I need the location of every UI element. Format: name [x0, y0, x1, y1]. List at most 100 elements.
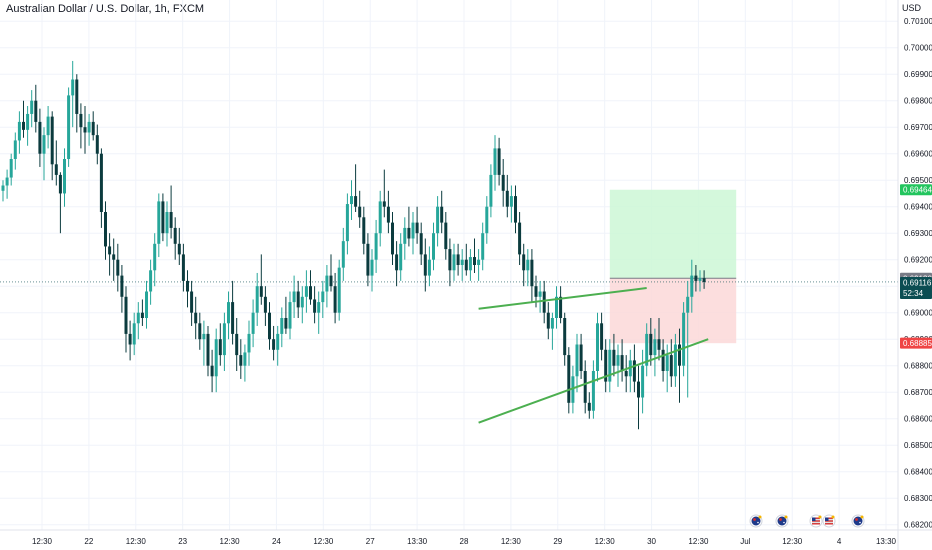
candle-up	[5, 177, 9, 186]
candle-down	[124, 296, 128, 334]
price-tick-label: 0.69200	[904, 256, 932, 265]
price-tick-label: 0.68800	[904, 362, 932, 371]
candle-down	[415, 222, 419, 234]
candle-up	[280, 318, 284, 334]
candle-down	[75, 79, 79, 114]
candle-down	[239, 355, 243, 366]
candle-up	[153, 243, 157, 271]
countdown-text: 52:34	[903, 289, 924, 298]
candle-up	[378, 201, 382, 234]
candle-down	[386, 206, 390, 223]
candle-up	[509, 196, 513, 207]
candle-up	[132, 323, 136, 345]
candle-up	[214, 339, 218, 377]
price-label-text: 0.69116	[903, 278, 932, 287]
candle-down	[329, 275, 333, 287]
candle-up	[321, 291, 325, 303]
upper-channel-line	[478, 287, 647, 310]
time-tick-label: 22	[84, 537, 93, 546]
candle-down	[231, 302, 235, 334]
loss-zone	[609, 278, 737, 344]
candle-up	[345, 204, 349, 242]
candle-down	[678, 344, 681, 366]
candle-down	[579, 344, 583, 371]
candle-down	[313, 299, 317, 313]
candle-up	[616, 355, 620, 366]
candle-down	[559, 296, 563, 318]
time-axis: 12:30 22 12:30 23 12:30 24 12:30 27 13:30 28 12:30…	[32, 537, 897, 546]
currency-label: USD	[902, 3, 922, 13]
candle-down	[79, 113, 83, 128]
candle-up	[26, 113, 30, 130]
candle-down	[112, 254, 116, 260]
candle-down	[702, 278, 706, 282]
candle-up	[653, 339, 657, 356]
candle-up	[17, 121, 21, 141]
australia-flag-icon[interactable]	[749, 514, 763, 528]
price-tick-label: 0.69800	[904, 97, 932, 106]
candle-down	[567, 355, 571, 403]
time-tick-label: 12:30	[220, 537, 241, 546]
candle-up	[489, 174, 493, 207]
candle-down	[284, 318, 288, 329]
candle-up	[71, 79, 75, 96]
candle-up	[641, 365, 645, 398]
candle-up	[317, 302, 321, 313]
candle-down	[444, 222, 448, 250]
time-tick-label: 13:30	[876, 537, 897, 546]
price-tick-label: 0.68500	[904, 441, 932, 450]
candle-down	[22, 121, 25, 130]
candle-down	[95, 135, 99, 154]
candle-down	[522, 254, 526, 271]
candle-down	[534, 286, 538, 297]
candle-up	[165, 212, 169, 234]
candle-up	[370, 259, 374, 276]
candle-down	[649, 333, 653, 356]
candle-up	[596, 323, 599, 371]
time-tick-label: 12:30	[688, 537, 709, 546]
candle-down	[190, 291, 194, 313]
candle-down	[448, 249, 452, 271]
candle-down	[546, 312, 550, 329]
candle-down	[382, 201, 386, 207]
candle-down	[186, 280, 189, 292]
price-tick-label: 0.70000	[904, 44, 932, 53]
candle-down	[58, 174, 62, 194]
price-tick-label: 0.68300	[904, 494, 932, 503]
candle-down	[624, 371, 628, 377]
price-tick-label: 0.68600	[904, 415, 932, 424]
price-label-text: 0.69464	[903, 186, 932, 195]
candle-down	[530, 259, 534, 287]
position-tool	[0, 189, 898, 344]
time-tick-label: 13:30	[407, 537, 428, 546]
candle-up	[686, 296, 690, 313]
candle-up	[227, 302, 230, 324]
price-tick-label: 0.69300	[904, 229, 932, 238]
time-tick-label: 24	[272, 537, 281, 546]
candle-up	[468, 257, 472, 271]
candle-up	[300, 296, 304, 308]
australia-flag-icon[interactable]	[775, 514, 789, 528]
price-tick-label: 0.69900	[904, 70, 932, 79]
australia-flag-icon[interactable]	[851, 514, 865, 528]
candle-up	[374, 233, 378, 260]
candle-down	[50, 116, 54, 165]
candle-up	[251, 312, 255, 334]
candle-down	[464, 259, 468, 271]
candle-down	[456, 254, 460, 265]
usa-flag-icon[interactable]	[809, 514, 823, 528]
candle-down	[120, 275, 124, 297]
grid-layer	[0, 0, 898, 530]
usa-flag-icon[interactable]	[822, 514, 836, 528]
candle-up	[645, 333, 649, 366]
candle-down	[514, 196, 517, 223]
candle-down	[54, 164, 58, 175]
time-tick-label: 12:30	[32, 537, 53, 546]
candle-up	[30, 100, 34, 114]
candle-down	[83, 127, 87, 133]
price-tick-label: 0.69400	[904, 203, 932, 212]
candle-down	[637, 381, 640, 398]
chart-title: Australian Dollar / U.S. Dollar, 1h, FXC…	[6, 3, 205, 15]
